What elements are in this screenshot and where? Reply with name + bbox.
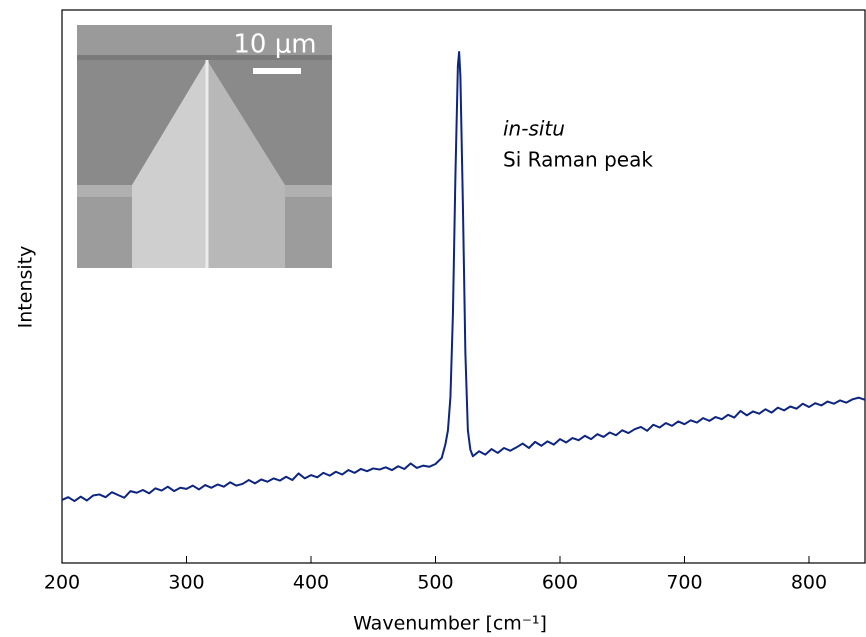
annotation: in-situ bbox=[503, 117, 565, 141]
inset-image: 10 μm bbox=[77, 25, 332, 268]
x-tick-label: 400 bbox=[293, 572, 329, 594]
x-tick-label: 800 bbox=[791, 572, 827, 594]
x-axis-label: Wavenumber [cm⁻¹] bbox=[353, 613, 547, 635]
annotation: Si Raman peak bbox=[503, 148, 653, 172]
x-tick-label: 500 bbox=[417, 572, 453, 594]
y-axis-label: Intensity bbox=[15, 246, 37, 329]
x-tick-label: 200 bbox=[44, 572, 80, 594]
x-tick-label: 700 bbox=[666, 572, 702, 594]
x-tick-label: 300 bbox=[168, 572, 204, 594]
plot-frame bbox=[61, 9, 866, 564]
scale-bar-label: 10 μm bbox=[233, 30, 316, 60]
spectrum-line bbox=[61, 51, 866, 503]
x-tick-label: 600 bbox=[542, 572, 578, 594]
